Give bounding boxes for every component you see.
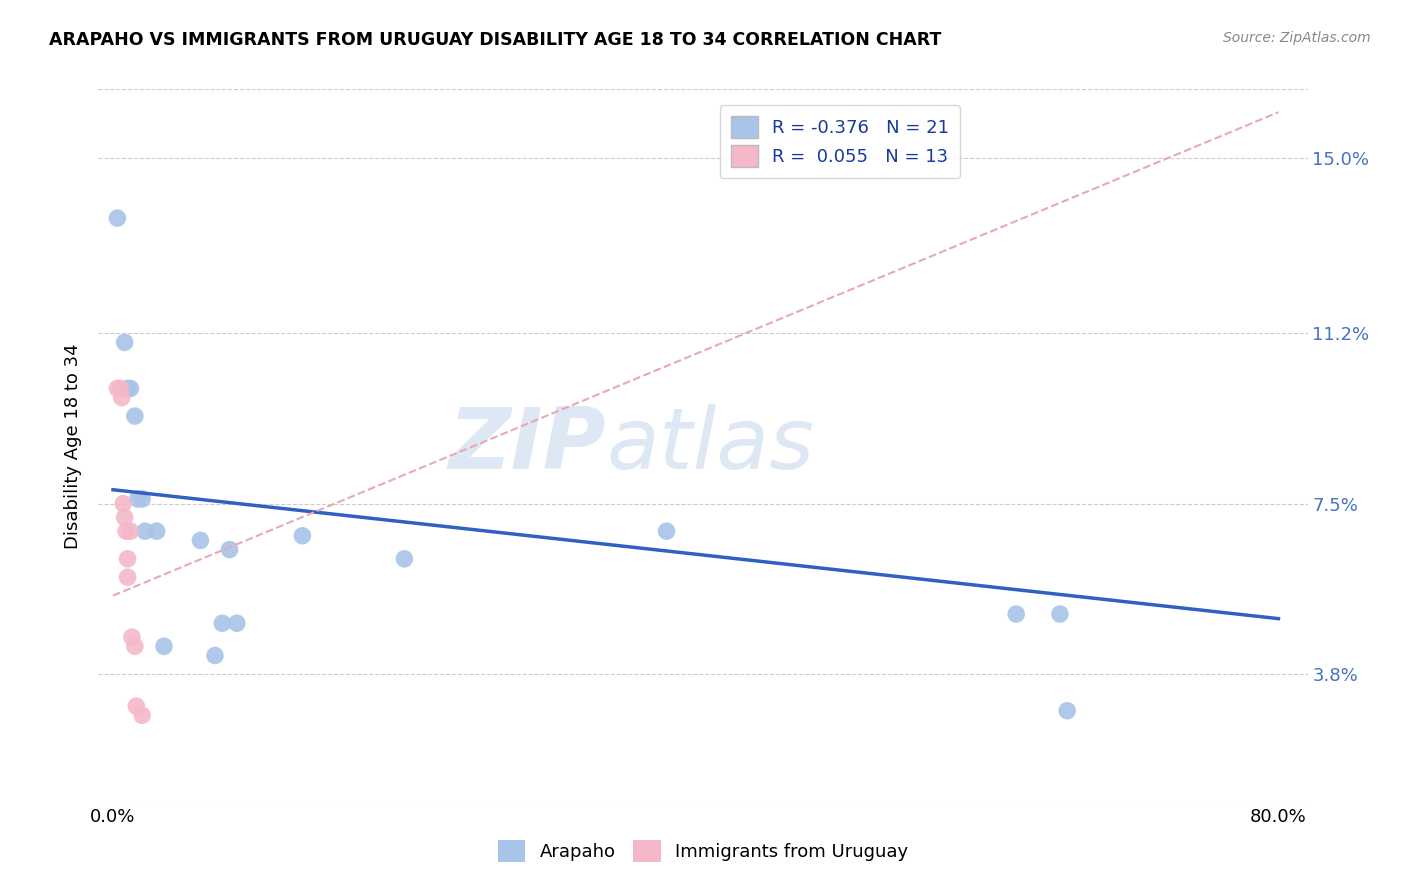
Point [115,524,138,538]
Point [114,335,136,350]
Point [153,640,176,654]
Point [1005,607,1028,621]
Point [211,616,233,631]
Point [394,551,416,566]
Point [225,616,247,631]
Point [125,699,148,714]
Point [190,533,212,548]
Point [134,524,156,538]
Point [204,648,226,663]
Point [121,630,143,644]
Legend: Arapaho, Immigrants from Uruguay: Arapaho, Immigrants from Uruguay [491,833,915,870]
Point [105,211,128,226]
Point [120,381,142,395]
Point [120,524,142,538]
Point [114,510,136,524]
Point [291,529,314,543]
Point [124,640,146,654]
Point [112,497,135,511]
Point [127,491,149,506]
Point [124,409,146,423]
Point [117,570,139,584]
Point [1056,704,1078,718]
Point [117,381,139,395]
Point [131,708,153,723]
Point [145,524,167,538]
Point [105,381,128,395]
Point [218,542,240,557]
Y-axis label: Disability Age 18 to 34: Disability Age 18 to 34 [65,343,83,549]
Text: atlas: atlas [606,404,814,488]
Text: ARAPAHO VS IMMIGRANTS FROM URUGUAY DISABILITY AGE 18 TO 34 CORRELATION CHART: ARAPAHO VS IMMIGRANTS FROM URUGUAY DISAB… [49,31,942,49]
Point [110,381,132,395]
Point [1049,607,1071,621]
Point [111,391,134,405]
Text: ZIP: ZIP [449,404,606,488]
Legend: R = -0.376   N = 21, R =  0.055   N = 13: R = -0.376 N = 21, R = 0.055 N = 13 [720,105,960,178]
Point [117,551,139,566]
Point [655,524,678,538]
Text: Source: ZipAtlas.com: Source: ZipAtlas.com [1223,31,1371,45]
Point [131,491,153,506]
